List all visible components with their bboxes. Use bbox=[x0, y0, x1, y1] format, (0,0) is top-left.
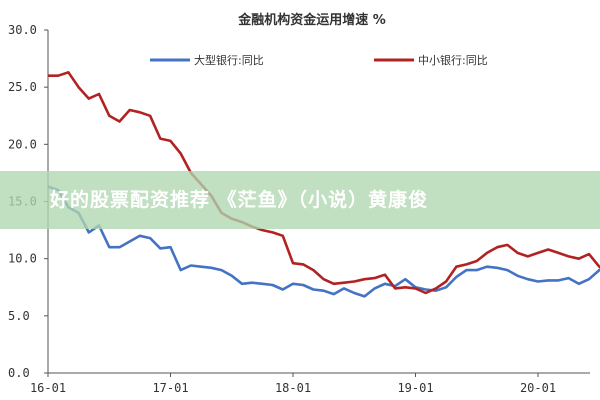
x-tick-label: 16-01 bbox=[30, 381, 66, 395]
x-ticks: 16-01 17-01 18-01 19-01 20-01 bbox=[30, 373, 556, 395]
series-line-large-banks bbox=[47, 185, 600, 298]
x-tick-label: 18-01 bbox=[275, 381, 311, 395]
series-lines bbox=[47, 71, 600, 298]
x-tick-label: 19-01 bbox=[397, 381, 433, 395]
legend-label-small-banks: 中小银行:同比 bbox=[418, 53, 488, 67]
y-tick-label: 30.0 bbox=[8, 23, 37, 37]
y-tick-label: 25.0 bbox=[8, 80, 37, 94]
legend: 大型银行:同比 中小银行:同比 bbox=[150, 53, 488, 67]
y-tick-label: 5.0 bbox=[8, 309, 30, 323]
x-tick-label: 17-01 bbox=[152, 381, 188, 395]
x-tick-label: 20-01 bbox=[520, 381, 556, 395]
y-tick-label: 20.0 bbox=[8, 137, 37, 151]
legend-label-large-banks: 大型银行:同比 bbox=[194, 53, 264, 67]
y-tick-label: 10.0 bbox=[8, 252, 37, 266]
overlay-banner bbox=[0, 171, 600, 229]
overlay-banner-text: 好的股票配资推荐 《茫鱼》（小说）黄康俊 bbox=[50, 189, 429, 211]
chart-title: 金融机构资金运用增速 % bbox=[237, 12, 386, 28]
series-line-small-banks bbox=[48, 71, 600, 295]
y-ticks: 30.025.020.015.010.05.00.0 bbox=[8, 23, 48, 380]
y-tick-label: 0.0 bbox=[8, 366, 30, 380]
